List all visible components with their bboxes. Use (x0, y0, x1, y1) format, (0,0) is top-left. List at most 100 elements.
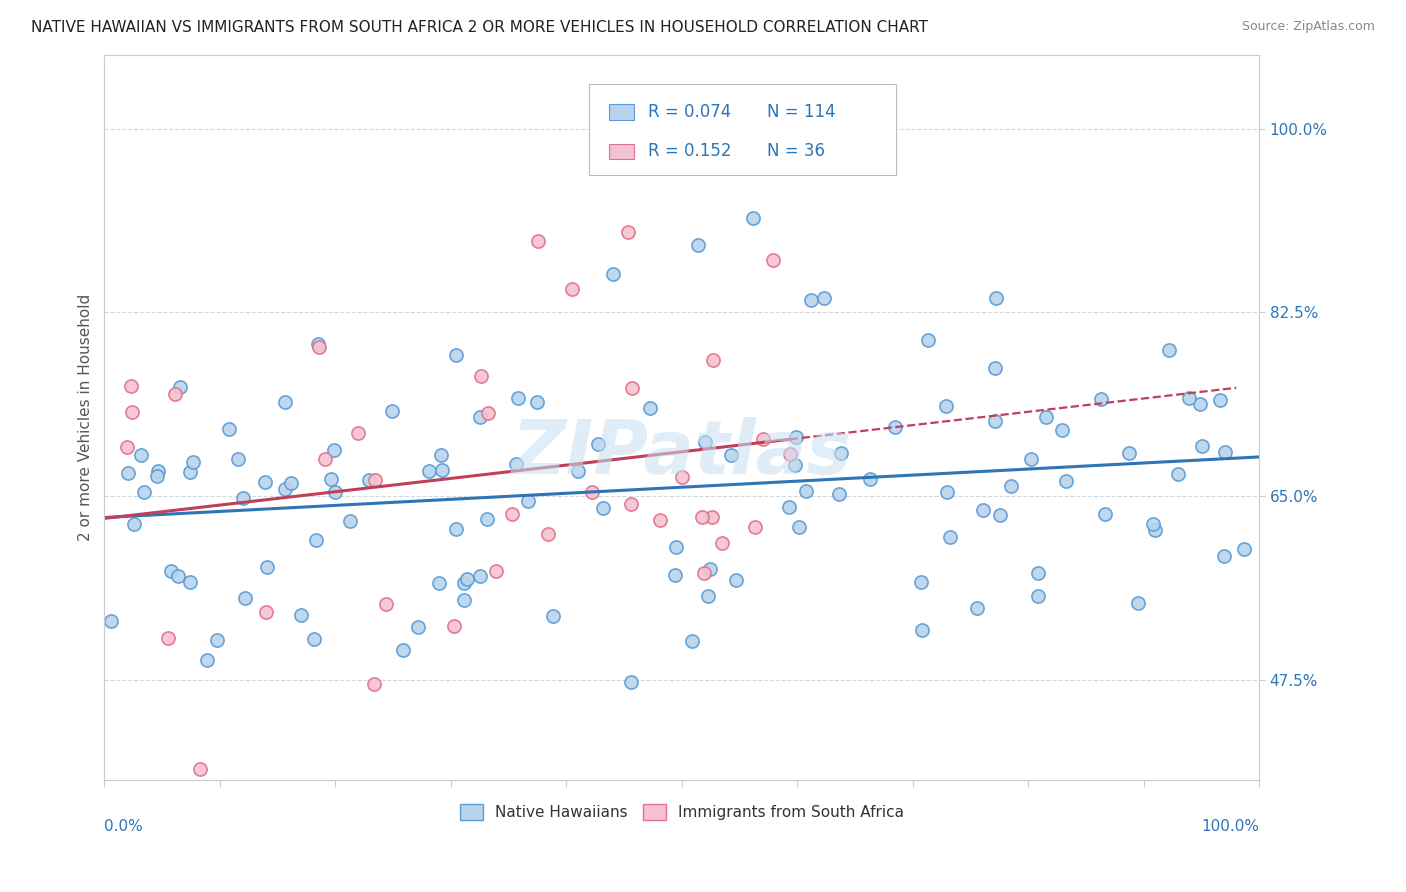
Point (475, 512, 498, 526)
Text: 100.0%: 100.0% (1201, 820, 1260, 835)
Point (972, 503, 994, 517)
Point (966, 600, 988, 615)
Point (1026, 566, 1049, 580)
Point (188, 762, 211, 776)
Y-axis label: 2 or more Vehicles in Household: 2 or more Vehicles in Household (79, 293, 93, 541)
Point (741, 211, 763, 225)
Point (1026, 589, 1049, 603)
Point (911, 624, 934, 638)
Point (157, 632, 180, 646)
Text: NATIVE HAWAIIAN VS IMMIGRANTS FROM SOUTH AFRICA 2 OR MORE VEHICLES IN HOUSEHOLD : NATIVE HAWAIIAN VS IMMIGRANTS FROM SOUTH… (31, 20, 928, 35)
Point (1213, 549, 1236, 564)
Point (620, 497, 643, 511)
Point (752, 433, 775, 447)
Point (1233, 541, 1256, 556)
Point (453, 576, 475, 591)
Point (468, 568, 491, 582)
Text: N = 114: N = 114 (768, 103, 837, 120)
Point (290, 607, 312, 622)
Point (304, 632, 326, 646)
Point (586, 437, 609, 451)
Point (179, 575, 201, 590)
Point (936, 485, 959, 500)
Point (444, 522, 467, 536)
Point (779, 447, 801, 461)
Point (1094, 507, 1116, 521)
Point (616, 225, 638, 239)
Point (988, 508, 1011, 523)
Point (1191, 439, 1213, 453)
Point (406, 620, 429, 634)
Point (339, 514, 361, 528)
Point (620, 675, 643, 690)
Point (581, 485, 603, 500)
Point (468, 409, 491, 424)
Point (527, 234, 550, 248)
Point (347, 426, 370, 441)
Point (1142, 517, 1164, 532)
Point (364, 473, 387, 487)
Point (537, 527, 560, 541)
Point (485, 564, 508, 578)
Point (314, 451, 336, 466)
Point (1157, 343, 1180, 357)
Point (1050, 423, 1073, 437)
Point (526, 395, 548, 409)
Point (984, 361, 1007, 376)
FancyBboxPatch shape (589, 84, 896, 175)
Point (444, 348, 467, 362)
Point (858, 472, 880, 486)
Text: R = 0.152: R = 0.152 (648, 143, 733, 161)
Text: Source: ZipAtlas.com: Source: ZipAtlas.com (1241, 20, 1375, 33)
Point (505, 457, 527, 471)
Point (681, 633, 703, 648)
Point (470, 369, 492, 384)
Point (1189, 397, 1212, 411)
Point (307, 336, 329, 351)
Point (381, 404, 404, 418)
Point (233, 591, 256, 605)
Point (665, 540, 688, 554)
Point (702, 352, 724, 367)
Point (567, 464, 589, 478)
Point (778, 500, 800, 514)
Point (163, 387, 186, 401)
Point (308, 340, 330, 354)
Point (724, 574, 747, 588)
FancyBboxPatch shape (609, 144, 634, 160)
Text: 0.0%: 0.0% (104, 820, 143, 835)
Point (1118, 446, 1140, 460)
Point (620, 381, 643, 395)
Text: N = 36: N = 36 (768, 143, 825, 161)
Point (429, 448, 451, 462)
Point (1143, 523, 1166, 537)
Point (1213, 445, 1236, 459)
Point (453, 593, 475, 607)
Point (1054, 475, 1077, 489)
Point (800, 293, 823, 307)
Point (132, 484, 155, 499)
Point (1208, 392, 1230, 407)
Point (561, 282, 583, 296)
Point (363, 677, 385, 691)
Point (273, 395, 295, 409)
Point (697, 589, 720, 603)
Point (323, 484, 346, 499)
Point (120, 378, 142, 392)
Point (319, 472, 342, 486)
Point (122, 517, 145, 532)
Point (710, 536, 733, 550)
Point (256, 559, 278, 574)
Point (357, 473, 380, 487)
Point (744, 520, 766, 534)
Point (280, 476, 302, 491)
Point (830, 446, 852, 460)
Point (516, 493, 538, 508)
Point (787, 519, 810, 533)
Point (761, 253, 783, 268)
Point (218, 422, 240, 436)
Point (456, 572, 478, 586)
Point (430, 463, 453, 477)
Point (508, 391, 530, 405)
Point (1000, 478, 1022, 492)
